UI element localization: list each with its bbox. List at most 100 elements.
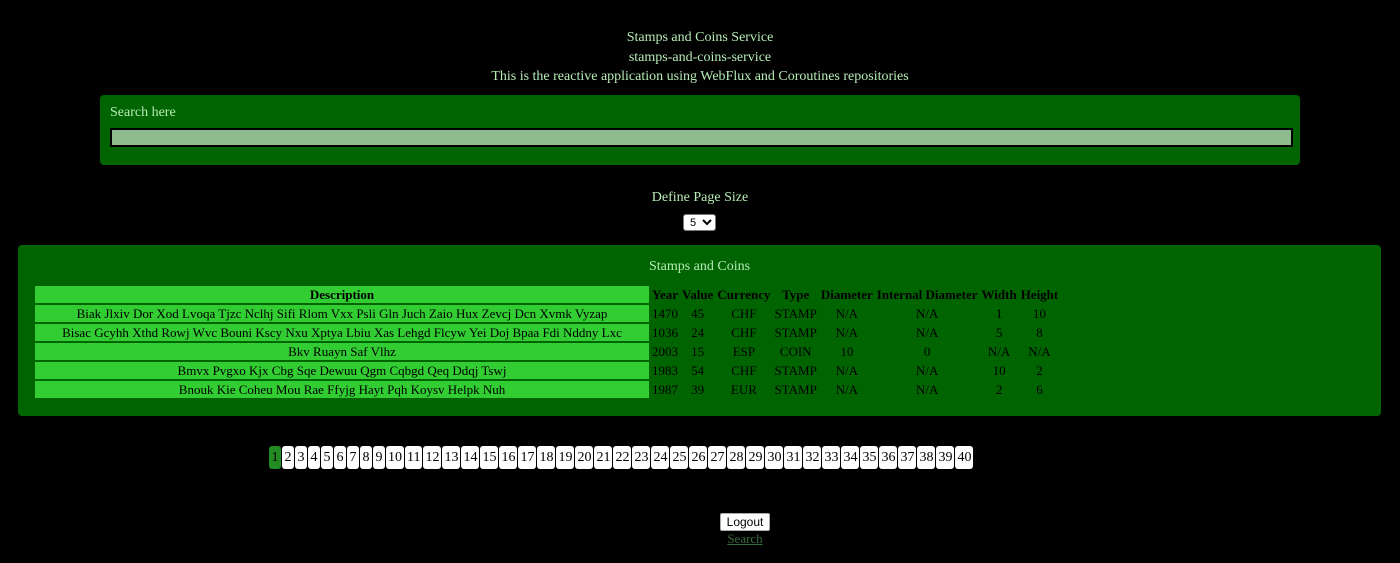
cell-height: 2 xyxy=(1036,362,1043,378)
cell-type: COIN xyxy=(779,343,812,359)
page-button[interactable]: 22 xyxy=(613,446,632,469)
cell-value: 54 xyxy=(691,362,705,378)
page-button[interactable]: 6 xyxy=(334,446,346,469)
column-header-value: Value xyxy=(682,286,714,302)
cell-width: N/A xyxy=(987,343,1011,359)
cell-value: 39 xyxy=(691,381,705,397)
column-header-width: Width xyxy=(981,286,1017,302)
cell-width: 10 xyxy=(992,362,1006,378)
page-button[interactable]: 2 xyxy=(282,446,294,469)
cell-height: 10 xyxy=(1032,305,1046,321)
page-header: Stamps and Coins Service stamps-and-coin… xyxy=(0,28,1400,87)
cell-currency: CHF xyxy=(731,305,757,321)
page-button[interactable]: 9 xyxy=(373,446,385,469)
cell-value: 45 xyxy=(691,305,705,321)
page-button[interactable]: 37 xyxy=(898,446,917,469)
cell-diameter: N/A xyxy=(835,381,858,397)
page-button[interactable]: 25 xyxy=(670,446,689,469)
column-header-type: Type xyxy=(782,286,810,302)
table-row[interactable]: Bisac Gcyhh Xthd Rowj Wvc Bouni Kscy Nxu… xyxy=(35,324,1059,341)
page-button[interactable]: 18 xyxy=(537,446,556,469)
column-header-currency: Currency xyxy=(717,286,771,302)
pagination: 1 2 3 4 5 6 7 8 9 10 11 12 13 14 15 16 17 18 19 20 21 22 23 24 2… xyxy=(269,446,974,469)
table-row[interactable]: Bmvx Pvgxo Kjx Cbg Sqe Dewuu Qgm Cqbgd Q… xyxy=(35,362,1059,379)
search-input[interactable] xyxy=(110,128,1293,147)
page-button[interactable]: 32 xyxy=(803,446,822,469)
cell-description: Bkv Ruayn Saf Vlhz xyxy=(35,343,649,360)
cell-width: 5 xyxy=(995,324,1003,340)
page-button[interactable]: 33 xyxy=(822,446,841,469)
cell-internal-diameter: N/A xyxy=(915,324,939,340)
cell-value: 15 xyxy=(691,343,705,359)
page-button[interactable]: 8 xyxy=(360,446,372,469)
page-button[interactable]: 29 xyxy=(746,446,765,469)
page-button[interactable]: 4 xyxy=(308,446,320,469)
page-button[interactable]: 14 xyxy=(461,446,480,469)
page-button[interactable]: 7 xyxy=(347,446,359,469)
search-label: Search here xyxy=(110,105,176,120)
logout-button[interactable]: Logout xyxy=(720,513,770,531)
search-link[interactable]: Search xyxy=(727,531,763,546)
page-button[interactable]: 10 xyxy=(386,446,404,469)
cell-description: Biak Jlxiv Dor Xod Lvoqa Tjzc Nclhj Sifi… xyxy=(35,305,649,322)
page-button[interactable]: 11 xyxy=(405,446,423,469)
cell-year: 2003 xyxy=(652,343,678,359)
page-size-select[interactable]: 5 xyxy=(683,214,716,231)
page-button[interactable]: 23 xyxy=(632,446,651,469)
page-button[interactable]: 39 xyxy=(936,446,955,469)
page-button[interactable]: 17 xyxy=(518,446,537,469)
stamps-coins-table: Description Year Value Currency Type Dia… xyxy=(33,284,1061,400)
page-button[interactable]: 19 xyxy=(556,446,575,469)
page-button[interactable]: 13 xyxy=(442,446,461,469)
cell-internal-diameter: N/A xyxy=(915,362,939,378)
page-button[interactable]: 3 xyxy=(295,446,307,469)
table-row[interactable]: Bnouk Kie Coheu Mou Rae Ffyjg Hayt Pqh K… xyxy=(35,381,1059,398)
app-description: This is the reactive application using W… xyxy=(491,69,909,84)
cell-diameter: N/A xyxy=(835,305,858,321)
app-subtitle: stamps-and-coins-service xyxy=(628,49,772,65)
cell-currency: CHF xyxy=(731,362,757,378)
page-button[interactable]: 35 xyxy=(860,446,879,469)
cell-diameter: 10 xyxy=(840,343,854,359)
page-button[interactable]: 1 xyxy=(269,446,281,469)
cell-width: 1 xyxy=(995,305,1003,321)
cell-type: STAMP xyxy=(774,305,817,321)
cell-year: 1036 xyxy=(652,324,678,340)
cell-year: 1983 xyxy=(652,362,678,378)
page-button[interactable]: 12 xyxy=(423,446,442,469)
column-header-internal-diameter: Internal Diameter xyxy=(876,286,978,302)
page-button[interactable]: 5 xyxy=(321,446,333,469)
cell-description: Bmvx Pvgxo Kjx Cbg Sqe Dewuu Qgm Cqbgd Q… xyxy=(35,362,649,379)
page-button[interactable]: 26 xyxy=(689,446,708,469)
table-title: Stamps and Coins xyxy=(648,259,751,274)
table-header-row: Description Year Value Currency Type Dia… xyxy=(35,286,1059,303)
page-button[interactable]: 30 xyxy=(765,446,784,469)
table-row[interactable]: Biak Jlxiv Dor Xod Lvoqa Tjzc Nclhj Sifi… xyxy=(35,305,1059,322)
page-button[interactable]: 24 xyxy=(651,446,670,469)
cell-type: STAMP xyxy=(774,362,817,378)
column-header-year: Year xyxy=(652,286,678,302)
page-button[interactable]: 28 xyxy=(727,446,746,469)
cell-description: Bnouk Kie Coheu Mou Rae Ffyjg Hayt Pqh K… xyxy=(35,381,649,398)
page-button[interactable]: 36 xyxy=(879,446,898,469)
page-button[interactable]: 15 xyxy=(480,446,499,469)
cell-internal-diameter: N/A xyxy=(915,305,939,321)
page-button[interactable]: 20 xyxy=(575,446,594,469)
page-button[interactable]: 40 xyxy=(955,446,974,469)
cell-height: 6 xyxy=(1036,381,1043,397)
cell-currency: CHF xyxy=(731,324,757,340)
page-button[interactable]: 34 xyxy=(841,446,860,469)
page-button[interactable]: 38 xyxy=(917,446,936,469)
column-header-diameter: Diameter xyxy=(820,286,873,302)
column-header-height: Height xyxy=(1020,286,1059,302)
cell-height: N/A xyxy=(1028,343,1051,359)
page-button[interactable]: 21 xyxy=(594,446,613,469)
table-row[interactable]: Bkv Ruayn Saf Vlhz 2003 15 ESP COIN 10 0… xyxy=(35,343,1059,360)
page-button[interactable]: 16 xyxy=(499,446,518,469)
page-button[interactable]: 27 xyxy=(708,446,727,469)
page-button[interactable]: 31 xyxy=(784,446,803,469)
cell-diameter: N/A xyxy=(835,362,858,378)
column-header-description: Description xyxy=(35,286,649,303)
cell-width: 2 xyxy=(995,381,1003,397)
cell-diameter: N/A xyxy=(835,324,858,340)
